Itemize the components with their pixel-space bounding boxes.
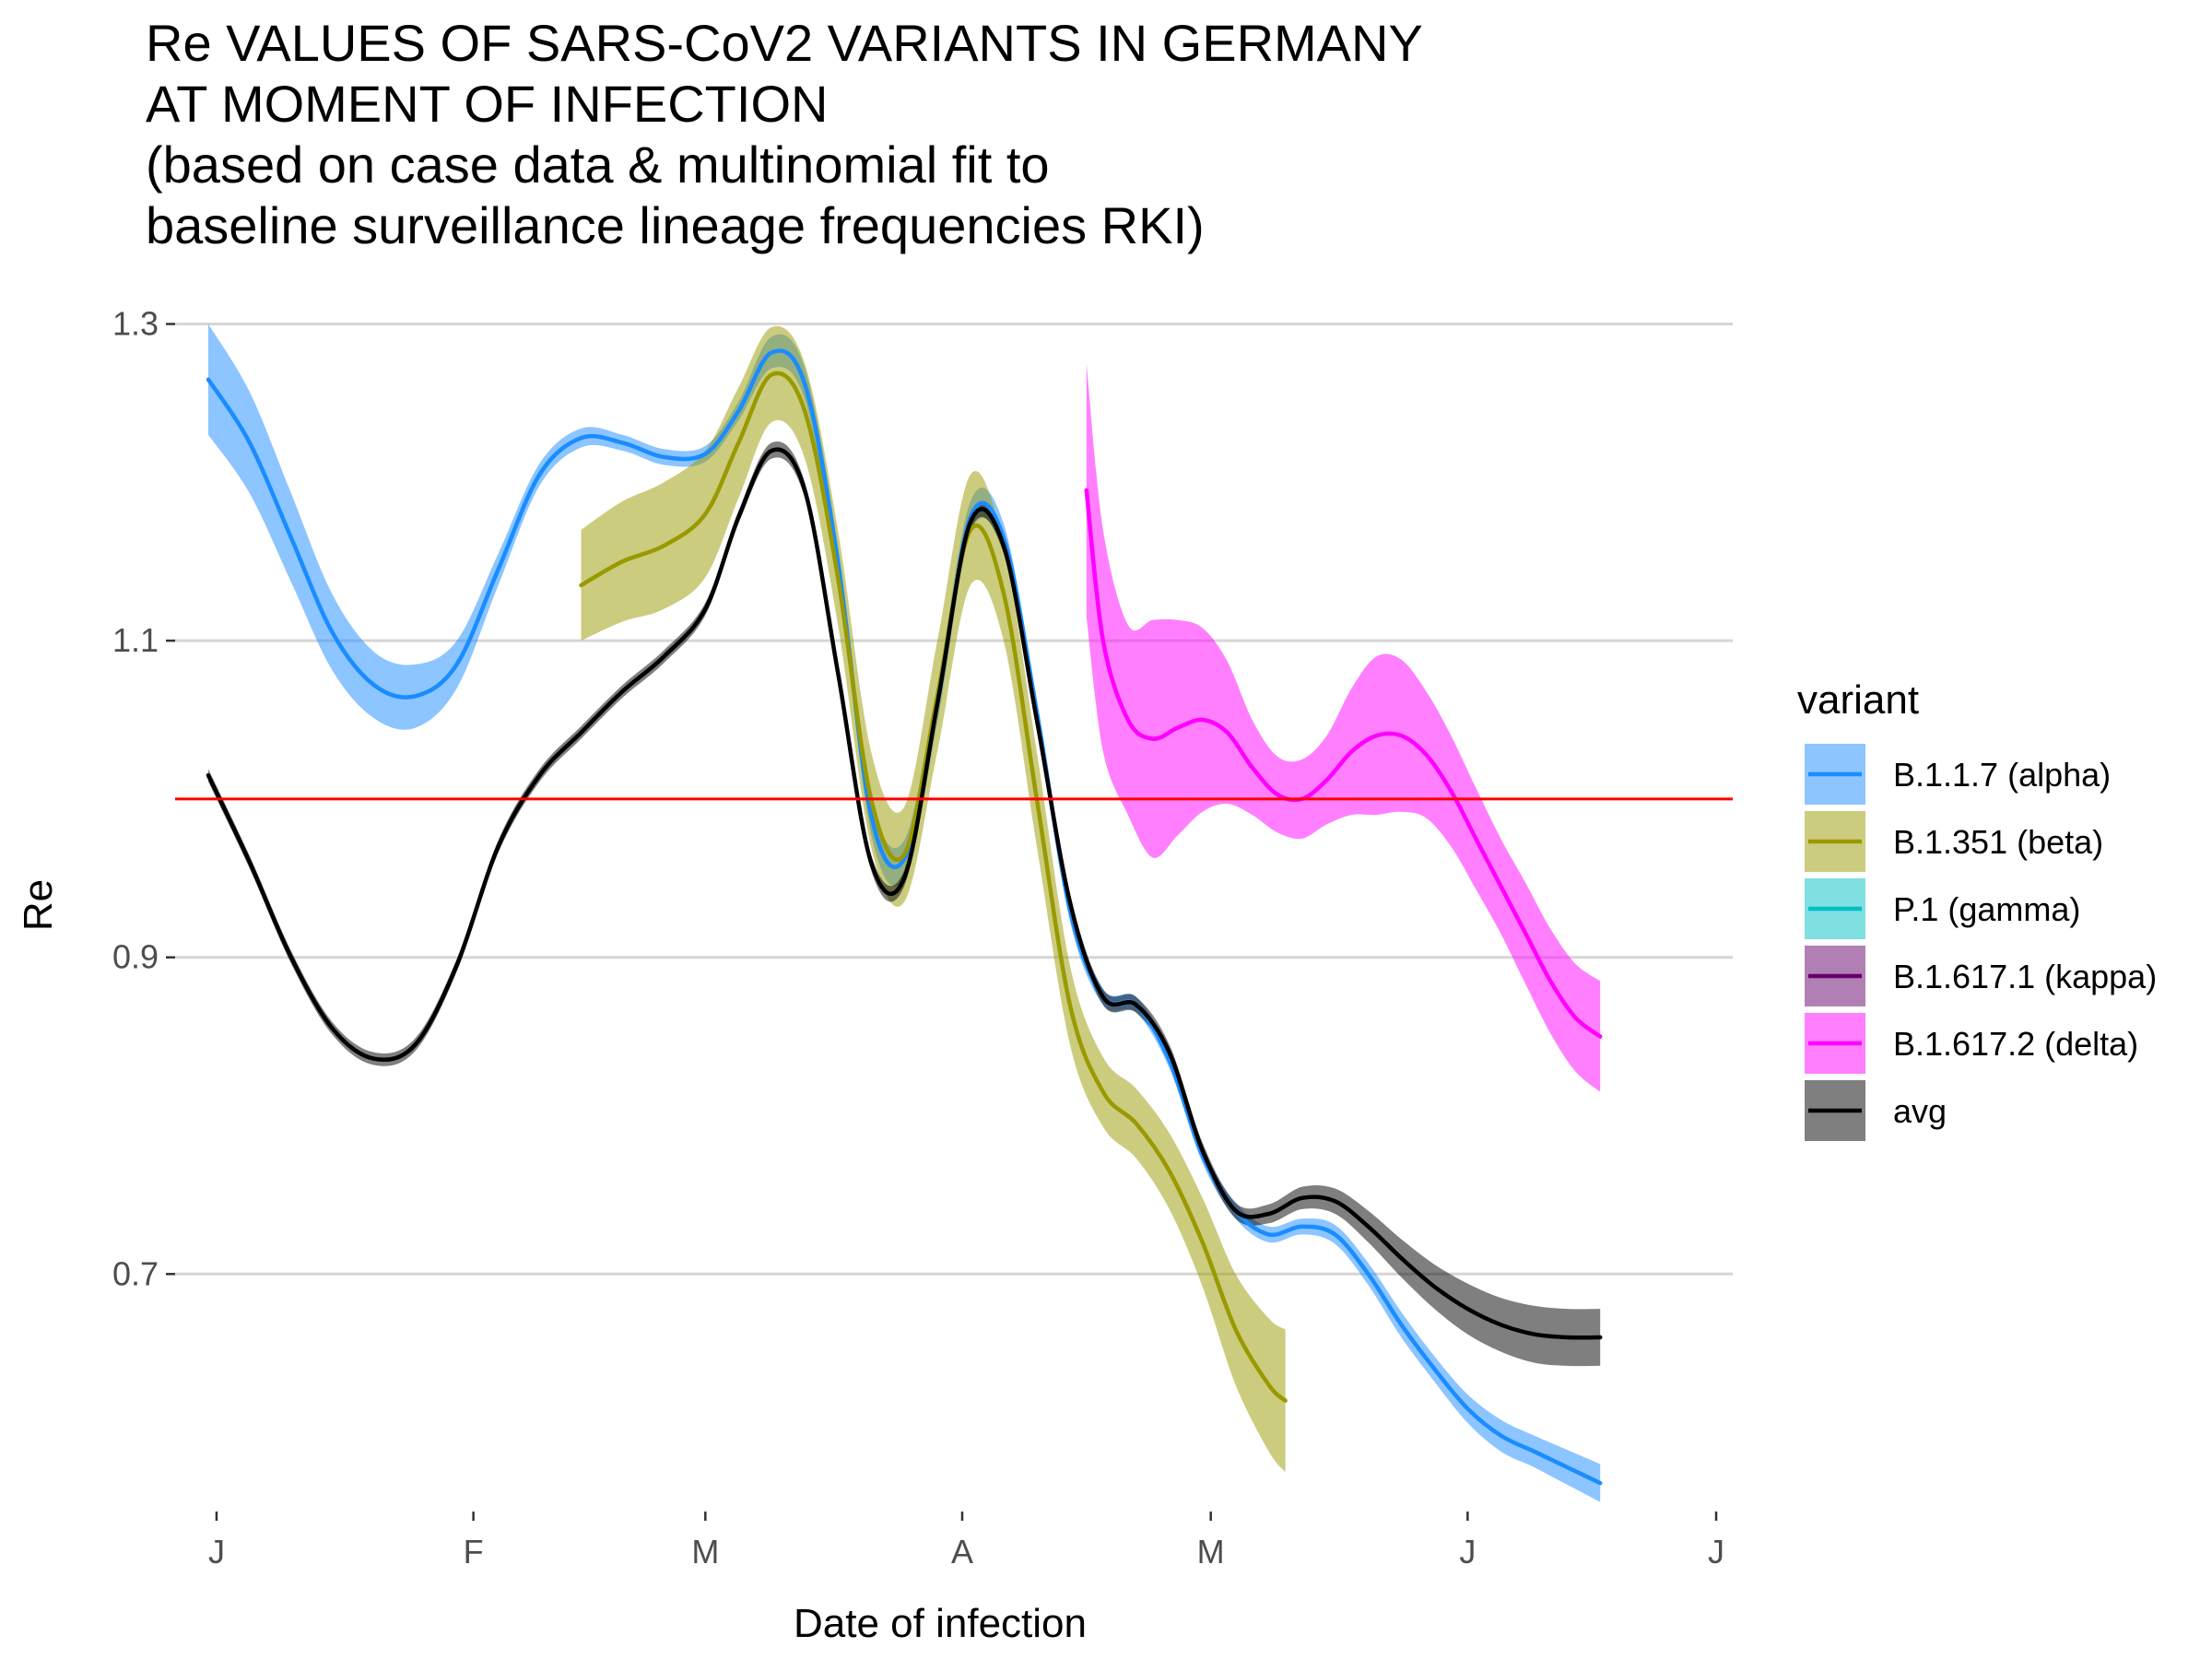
series-lines xyxy=(206,348,1603,1486)
legend-label-avg: avg xyxy=(1893,1092,1947,1130)
legend-label-p-1-gamma: P.1 (gamma) xyxy=(1893,890,2080,928)
y-tick-label: 1.3 xyxy=(112,305,159,343)
x-tick-label: M xyxy=(1197,1533,1225,1571)
chart-title-line-4: baseline surveillance lineage frequencie… xyxy=(146,196,1205,254)
chart-title-line-3: (based on case data & multinomial fit to xyxy=(146,135,1050,194)
confidence-ribbons xyxy=(208,324,1601,1502)
y-tick-label: 0.9 xyxy=(112,938,159,976)
legend-label-b-1-617-1-kappa: B.1.617.1 (kappa) xyxy=(1893,958,2157,995)
y-axis-title: Re xyxy=(16,879,61,931)
x-tick-label: A xyxy=(951,1533,973,1571)
legend-title: variant xyxy=(1797,677,1919,723)
y-tick-label: 0.7 xyxy=(112,1254,159,1292)
legend-label-b-1-617-2-delta: B.1.617.2 (delta) xyxy=(1893,1025,2138,1063)
x-tick-label: J xyxy=(208,1533,225,1571)
x-tick-label: J xyxy=(1708,1533,1724,1571)
chart-title-line-2: AT MOMENT OF INFECTION xyxy=(146,75,828,133)
y-axis-ticks: 0.7 0.9 1.1 1.3 xyxy=(112,305,175,1292)
legend-label-b-1-351-beta: B.1.351 (beta) xyxy=(1893,823,2103,861)
series-line-avg xyxy=(206,447,1603,1340)
ribbon-b-1-617-2-delta xyxy=(1086,363,1601,1092)
x-tick-label: F xyxy=(464,1533,484,1571)
x-tick-label: J xyxy=(1459,1533,1476,1571)
series-line-b-1-617-2-delta xyxy=(1084,488,1603,1039)
chart-title-line-1: Re VALUES OF SARS-CoV2 VARIANTS IN GERMA… xyxy=(146,14,1423,72)
legend: variant B.1.1.7 (alpha) B.1.351 (beta) P.1… xyxy=(1797,677,2157,1141)
x-tick-label: M xyxy=(691,1533,719,1571)
x-axis-title: Date of infection xyxy=(794,1601,1087,1646)
y-tick-label: 1.1 xyxy=(112,621,159,659)
legend-label-b-1-1-7-alpha: B.1.1.7 (alpha) xyxy=(1893,756,2111,794)
